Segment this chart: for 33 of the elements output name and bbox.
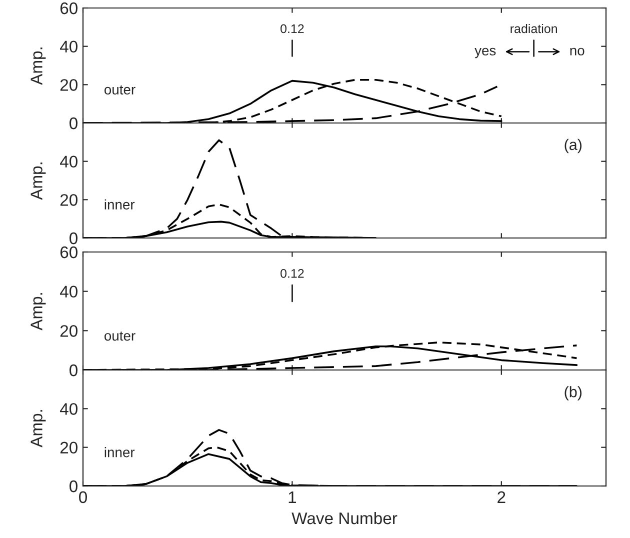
x-tick-label: 2 — [498, 491, 506, 503]
y-tick-label: 60 — [60, 246, 78, 258]
x-tick-label: 0 — [79, 491, 87, 504]
y-tick-label: 40 — [60, 286, 78, 298]
y-tick-label: 60 — [60, 2, 78, 14]
y-axis-title: Amp. — [30, 410, 46, 448]
x-tick-label: 1 — [288, 491, 296, 503]
annotation: inner — [104, 447, 135, 458]
y-tick-label: 20 — [60, 325, 78, 337]
y-axis-title: Amp. — [30, 162, 46, 200]
y-tick-label: 20 — [60, 194, 78, 206]
y-tick-label: 40 — [60, 40, 78, 53]
y-tick-label: 20 — [60, 442, 78, 454]
x-axis-title: Wave Number — [292, 512, 398, 524]
y-tick-label: 0 — [70, 480, 78, 492]
annotation: 0.12 — [280, 24, 304, 34]
annotation: (a) — [564, 138, 582, 154]
annotation: outer — [104, 85, 136, 95]
y-tick-label: 0 — [70, 232, 78, 244]
annotation: no — [570, 48, 584, 56]
annotation: (b) — [564, 386, 582, 400]
annotation: yes — [474, 48, 496, 58]
y-tick-label: 0 — [70, 117, 78, 130]
y-tick-label: 20 — [60, 79, 78, 91]
y-tick-label: 40 — [60, 403, 78, 415]
y-tick-label: 0 — [70, 364, 78, 376]
annotation: 0.12 — [280, 269, 304, 278]
y-axis-title: Amp. — [30, 293, 46, 330]
y-axis-title: Amp. — [30, 48, 46, 85]
annotation: radiation — [510, 24, 557, 34]
y-tick-label: 40 — [60, 156, 78, 168]
annotation: outer — [104, 332, 136, 341]
annotation: inner — [104, 199, 135, 210]
